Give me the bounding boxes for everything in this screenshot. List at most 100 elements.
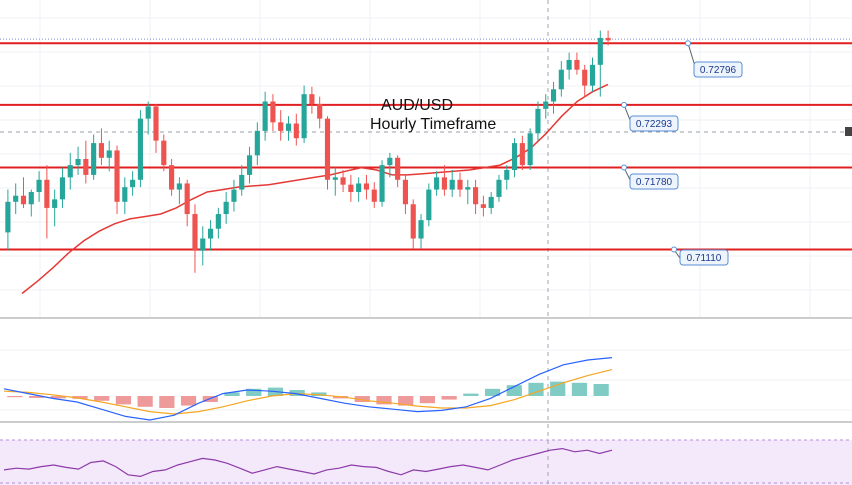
candle-body-20 <box>161 140 167 166</box>
rsi-band <box>0 440 852 485</box>
macd-histogram-bar-16 <box>354 396 370 402</box>
candle-body-74 <box>582 69 588 86</box>
candles-layer <box>5 30 611 273</box>
grid-layer <box>0 0 852 411</box>
candle-body-34 <box>270 101 276 123</box>
candle-body-21 <box>169 165 175 190</box>
macd-histogram-bar-26 <box>571 382 588 396</box>
candle-body-62 <box>488 196 494 208</box>
candle-body-48 <box>379 165 385 202</box>
candle-body-69 <box>543 101 549 109</box>
candle-body-13 <box>106 150 112 158</box>
ma-layer <box>21 83 609 295</box>
candle-body-30 <box>239 174 245 190</box>
candle-body-44 <box>348 184 354 193</box>
candle-body-0 <box>5 201 11 233</box>
candle-body-35 <box>278 122 284 131</box>
macd-histogram-bar-11 <box>246 388 262 396</box>
macd-histogram-bar-0 <box>7 396 23 398</box>
candle-body-4 <box>36 179 42 193</box>
candle-body-25 <box>200 238 206 251</box>
callout-box-0 <box>693 61 743 78</box>
candle-body-15 <box>122 187 128 202</box>
candle-body-75 <box>589 64 596 86</box>
candle-body-70 <box>550 89 557 102</box>
level-label-3: 0.71110 <box>687 253 722 264</box>
macd-histogram-bar-17 <box>376 396 392 405</box>
macd-signal-line <box>3 369 613 415</box>
candle-body-40 <box>317 103 323 119</box>
chart-title: AUD/USD <box>381 97 453 114</box>
macd-histogram-bar-22 <box>484 388 501 396</box>
macd-histogram-bar-24 <box>528 382 544 396</box>
candle-body-65 <box>511 143 518 171</box>
candle-body-7 <box>59 177 66 200</box>
candle-body-55 <box>434 177 440 190</box>
candle-body-52 <box>410 204 416 239</box>
candle-body-58 <box>457 179 463 190</box>
macd-histogram-bar-19 <box>419 396 436 404</box>
candle-body-66 <box>519 143 525 166</box>
candle-body-41 <box>324 118 331 180</box>
candle-body-23 <box>184 183 190 215</box>
candle-body-22 <box>176 183 182 190</box>
candle-body-1 <box>13 195 19 202</box>
candle-body-42 <box>332 177 338 180</box>
candle-body-18 <box>145 106 151 119</box>
candle-body-76 <box>597 37 603 65</box>
macd-histogram-bar-8 <box>180 396 197 406</box>
candle-body-72 <box>566 59 572 70</box>
candle-body-39 <box>309 94 315 104</box>
macd-histogram-bar-25 <box>550 381 566 396</box>
candle-body-64 <box>504 170 510 180</box>
rsi-line <box>3 447 613 478</box>
callout-anchor-0 <box>685 40 691 47</box>
macd-layer <box>3 357 613 421</box>
candle-body-45 <box>356 183 362 193</box>
candle-body-6 <box>52 199 58 208</box>
candle-body-50 <box>395 157 401 180</box>
macd-histogram-bar-5 <box>115 396 132 405</box>
candle-body-61 <box>480 204 486 208</box>
macd-histogram-bar-21 <box>463 393 479 396</box>
candle-body-46 <box>363 183 370 190</box>
level-label-2: 0.71780 <box>636 177 673 188</box>
macd-histogram-bar-18 <box>398 396 414 406</box>
callout-box-3 <box>679 249 729 266</box>
macd-histogram-bar-23 <box>506 385 522 396</box>
candle-body-32 <box>254 130 260 156</box>
macd-histogram-bar-4 <box>94 396 110 401</box>
candle-body-38 <box>301 94 307 139</box>
candle-body-11 <box>91 143 97 175</box>
level-label-0: 0.72796 <box>700 65 737 76</box>
macd-histogram-bar-20 <box>441 396 457 400</box>
level-label-1: 0.72293 <box>636 119 673 130</box>
candle-body-17 <box>137 118 143 180</box>
candle-body-27 <box>215 214 221 229</box>
candle-body-53 <box>418 220 424 239</box>
candle-body-71 <box>558 69 564 90</box>
candle-body-33 <box>262 101 268 131</box>
candle-body-2 <box>20 195 27 205</box>
macd-histogram-bar-27 <box>593 384 609 396</box>
candle-body-51 <box>402 179 409 205</box>
candle-body-60 <box>473 187 479 205</box>
candle-body-59 <box>465 187 471 190</box>
callouts-layer: 0.72796 0.72293 0.71780 0.71110 <box>621 40 743 266</box>
candle-body-47 <box>371 189 377 202</box>
callout-box-2 <box>629 173 679 190</box>
chart-subtitle: Hourly Timeframe <box>370 116 496 133</box>
candle-body-9 <box>75 159 81 166</box>
macd-line <box>3 357 613 421</box>
candle-body-10 <box>83 159 89 175</box>
macd-histogram-bar-6 <box>137 396 153 407</box>
candle-body-24 <box>192 214 198 251</box>
candle-body-5 <box>44 179 50 208</box>
candle-body-26 <box>207 228 214 239</box>
candle-body-31 <box>246 155 253 175</box>
candle-body-14 <box>114 150 120 202</box>
rsi-layer <box>3 447 613 478</box>
candle-body-77 <box>605 37 611 41</box>
